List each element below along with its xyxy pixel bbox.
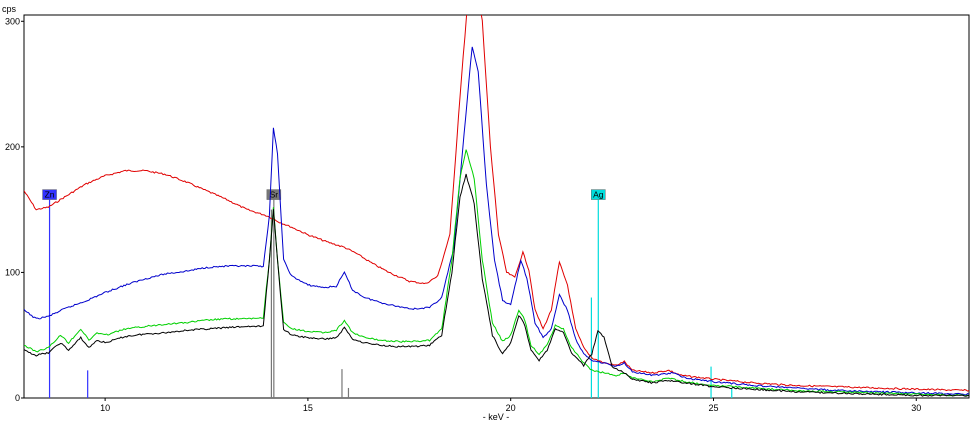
element-markers: Zn Sr Ag bbox=[42, 189, 733, 398]
x-axis-label: - keV - bbox=[483, 412, 510, 422]
x-tick-label: 25 bbox=[708, 403, 718, 413]
marker-label-zn: Zn bbox=[45, 190, 55, 200]
x-tick-label: 15 bbox=[303, 403, 313, 413]
marker-label-box-zn bbox=[42, 189, 57, 200]
series-line bbox=[24, 173, 969, 397]
series-line bbox=[24, 46, 969, 396]
y-tick-label: 200 bbox=[5, 142, 20, 152]
y-tick-label: 0 bbox=[15, 393, 20, 403]
y-tick-label: 100 bbox=[5, 267, 20, 277]
y-axis-label: cps bbox=[2, 4, 17, 14]
marker-label-box-sr bbox=[266, 189, 282, 200]
marker-label-box-ag bbox=[591, 189, 606, 200]
plot-frame bbox=[23, 14, 970, 399]
marker-label-ag: Ag bbox=[593, 190, 604, 200]
axis-ticks: 0 100 200 300 10 15 20 25 30 bbox=[5, 16, 921, 413]
x-tick-label: 30 bbox=[911, 403, 921, 413]
series-lines bbox=[24, 15, 969, 397]
x-tick-label: 10 bbox=[100, 403, 110, 413]
y-tick-label: 300 bbox=[5, 16, 20, 26]
x-tick-label: 20 bbox=[506, 403, 516, 413]
marker-label-sr: Sr bbox=[270, 190, 279, 200]
series-line bbox=[24, 15, 969, 392]
